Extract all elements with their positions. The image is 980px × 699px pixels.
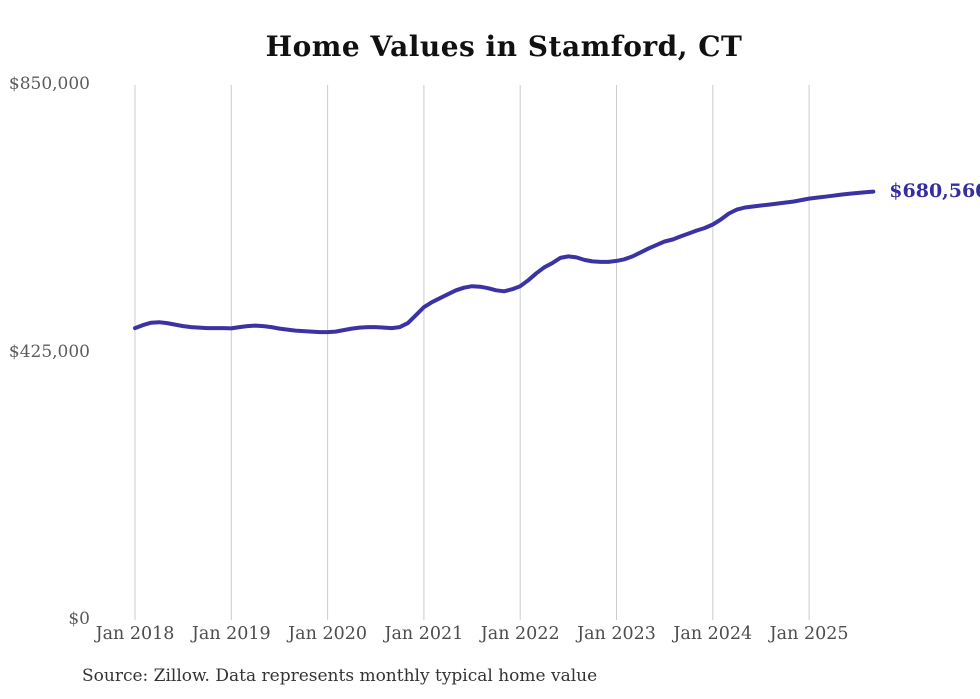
y-tick-label: $425,000	[8, 341, 90, 362]
x-tick-label: Jan 2021	[384, 624, 464, 644]
x-tick-label: Jan 2025	[769, 624, 849, 644]
home-value-line	[133, 189, 876, 335]
y-tick-label: $0	[68, 609, 90, 629]
x-tick-label: Jan 2023	[577, 624, 656, 644]
x-tick-label: Jan 2019	[191, 624, 271, 644]
latest-value-label: $680,560	[889, 179, 980, 202]
gridlines	[134, 85, 810, 620]
chart-title: Home Values in Stamford, CT	[265, 30, 743, 63]
x-tick-label: Jan 2022	[480, 624, 560, 644]
source-note: Source: Zillow. Data represents monthly …	[82, 666, 598, 686]
y-tick-label: $850,000	[8, 74, 90, 94]
x-tick-label: Jan 2024	[673, 624, 753, 644]
x-tick-label: Jan 2020	[288, 624, 367, 644]
x-tick-label: Jan 2018	[95, 624, 175, 644]
